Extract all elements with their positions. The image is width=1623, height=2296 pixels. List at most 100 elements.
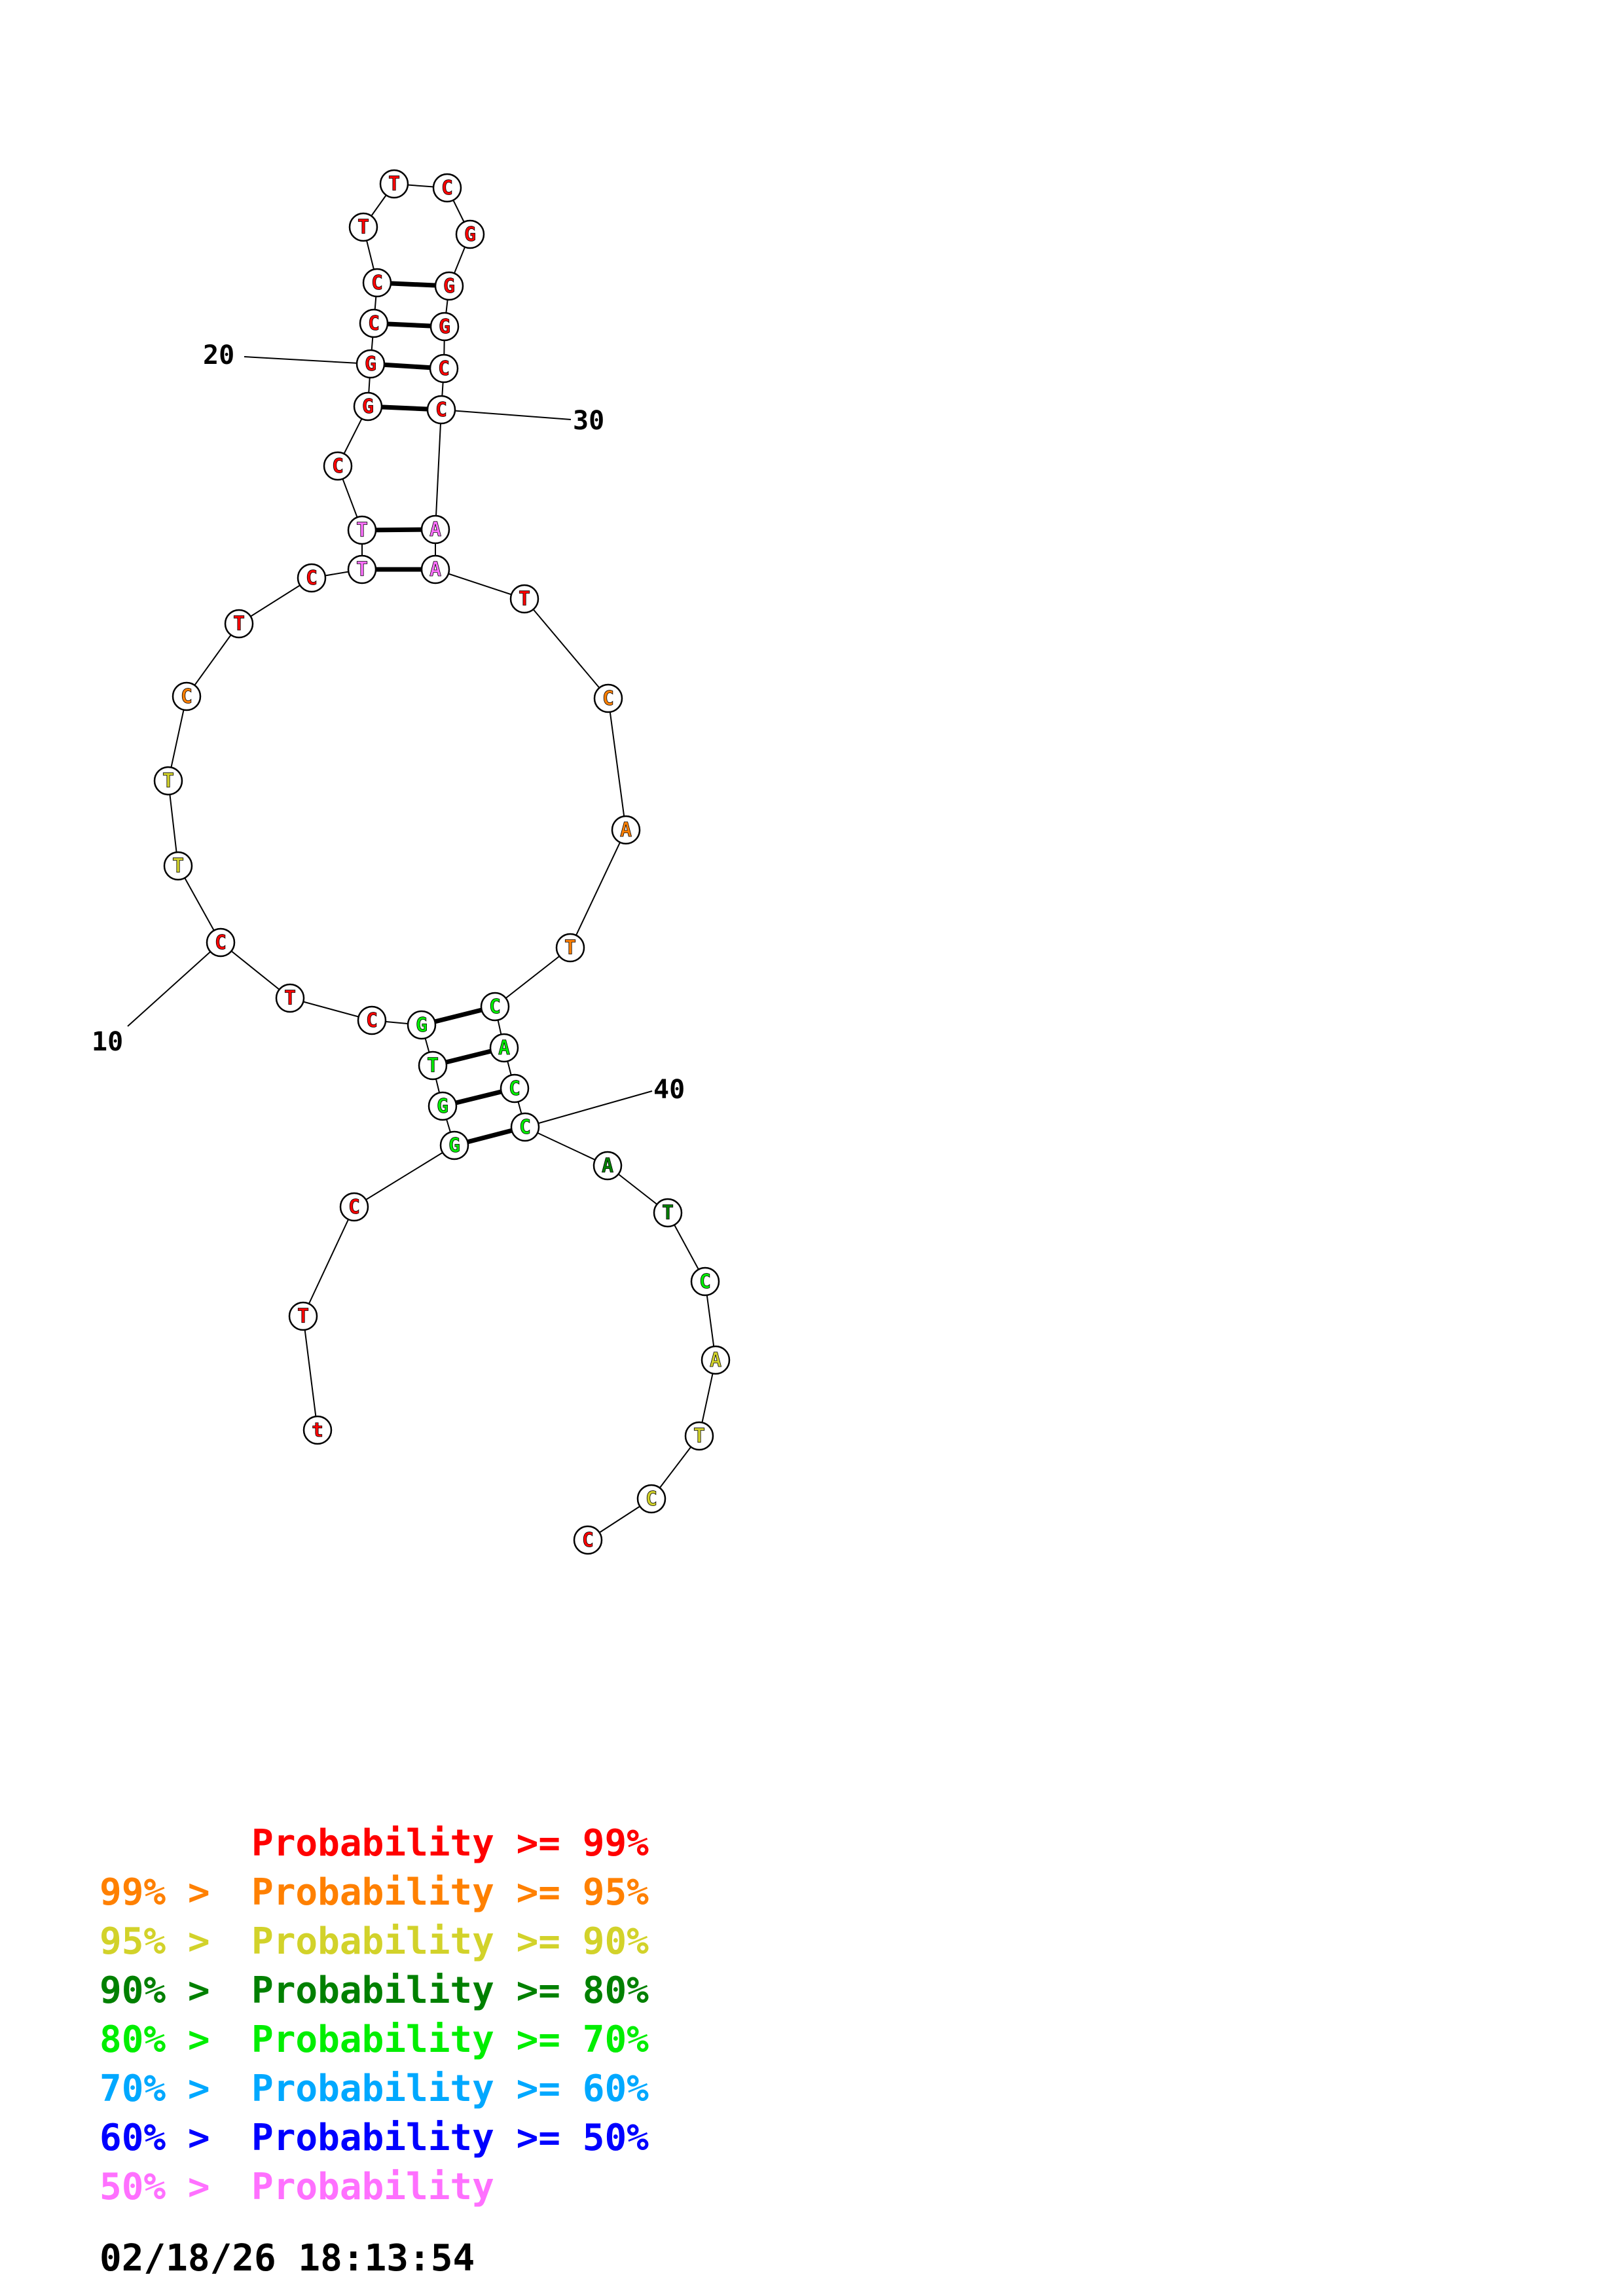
nucleotide-circle (206, 927, 236, 958)
nucleotide: C (357, 1005, 387, 1035)
nucleotide-letter: T (662, 1202, 674, 1225)
nucleotide: T (153, 766, 183, 796)
nucleotide-circle (701, 1345, 731, 1375)
nucleotide: C (500, 1073, 530, 1103)
nucleotide: C (510, 1112, 540, 1142)
position-label-leader (441, 409, 572, 420)
nucleotide: T (418, 1050, 448, 1081)
nucleotide-letter: A (620, 819, 632, 842)
nucleotide-circle (275, 983, 305, 1013)
backbone-segment (354, 1145, 455, 1208)
nucleotide: T (347, 515, 377, 545)
nucleotide-circle (428, 1091, 458, 1121)
nucleotide-circle (347, 515, 377, 545)
nucleotide-letter: T (693, 1425, 705, 1448)
backbone-segment (608, 698, 627, 831)
position-label-leader (524, 1090, 653, 1128)
nucleotide: T (224, 609, 254, 639)
nucleotide-letter: C (348, 1196, 360, 1219)
nucleotide-circle (593, 683, 623, 713)
nucleotide-letter: C (368, 312, 380, 335)
nucleotide-circle (500, 1073, 530, 1103)
backbone-segment (570, 829, 627, 948)
position-label-leader (244, 356, 371, 365)
nucleotide-letter: G (437, 1095, 448, 1118)
nucleotide: T (288, 1301, 318, 1331)
position-label: 30 (573, 406, 604, 436)
nucleotide-circle (407, 1010, 437, 1040)
nucleotide-circle (172, 681, 202, 711)
backbone-segment (435, 569, 525, 600)
nucleotide: G (353, 391, 383, 422)
nucleotide-circle (509, 584, 539, 614)
nucleotide: T (348, 212, 378, 242)
nucleotide-circle (356, 349, 386, 379)
nucleotide-letter: C (519, 1116, 531, 1139)
backbone-lines (168, 183, 716, 1541)
nucleotide: A (611, 815, 641, 845)
nucleotide-letter: T (284, 987, 296, 1010)
nucleotide-circle (288, 1301, 318, 1331)
nucleotide: A (420, 514, 450, 545)
nucleotide: A (489, 1033, 519, 1063)
nucleotide-letter: T (356, 519, 368, 542)
nucleotide-circle (359, 308, 389, 338)
nucleotide: t (302, 1415, 333, 1445)
nucleotide-letter: A (498, 1037, 510, 1060)
nucleotide-circle (379, 169, 409, 199)
nucleotide-letter: G (448, 1134, 460, 1157)
nucleotide-letter: T (388, 173, 400, 196)
backbone-segment (302, 1206, 355, 1317)
nucleotide-circle (357, 1005, 387, 1035)
nucleotide-circle (362, 268, 392, 298)
nucleotide-letter: T (427, 1054, 439, 1077)
nucleotide-letter: C (435, 399, 447, 422)
nucleotide-letter: T (357, 216, 369, 239)
nucleotide: T (555, 933, 585, 963)
nucleotide-circle (429, 353, 459, 384)
nucleotide-circle (555, 933, 585, 963)
nucleotide-letter: G (464, 223, 476, 246)
backbone-segment (186, 623, 240, 697)
nucleotide-letter: C (215, 931, 227, 954)
nucleotide-letter: C (332, 455, 344, 478)
nucleotide-letter: C (181, 685, 192, 708)
nucleotide: A (420, 554, 450, 584)
nucleotide-letter: A (429, 558, 441, 581)
nucleotide-circle (636, 1484, 666, 1514)
position-label: 40 (653, 1075, 685, 1105)
position-label: 10 (92, 1027, 123, 1057)
nucleotide: C (297, 563, 327, 593)
nucleotide-letter: A (429, 518, 441, 541)
nucleotide: C (480, 992, 510, 1022)
nucleotide: T (509, 584, 539, 614)
nucleotide-letter: G (439, 315, 450, 338)
position-label: 20 (203, 340, 234, 370)
nucleotide-circle (297, 563, 327, 593)
backbone-segment (494, 947, 571, 1007)
nucleotide-letter: C (699, 1270, 711, 1293)
nucleotide: G (356, 349, 386, 379)
nucleotide: T (347, 554, 377, 584)
nucleotide-circle (420, 554, 450, 584)
nucleotide: C (362, 268, 392, 298)
nucleotide: C (339, 1192, 369, 1222)
nucleotide: A (701, 1345, 731, 1375)
nucleotide: G (439, 1130, 469, 1160)
nucleotide-letter: C (602, 687, 614, 710)
nucleotide-letter: C (306, 567, 318, 590)
nucleotide: G (434, 271, 464, 301)
nucleotide-circle (420, 514, 450, 545)
nucleotide: G (428, 1091, 458, 1121)
nucleotide-circle (224, 609, 254, 639)
nucleotide: C (359, 308, 389, 338)
nucleotide: C (593, 683, 623, 713)
nucleotide: C (573, 1525, 603, 1555)
nucleotide-letter: T (297, 1305, 309, 1328)
backbone-segment (302, 1316, 318, 1431)
nucleotide-circle (480, 992, 510, 1022)
backbone-segment (220, 942, 291, 999)
nucleotide: G (429, 312, 460, 342)
nucleotide: C (426, 395, 456, 425)
